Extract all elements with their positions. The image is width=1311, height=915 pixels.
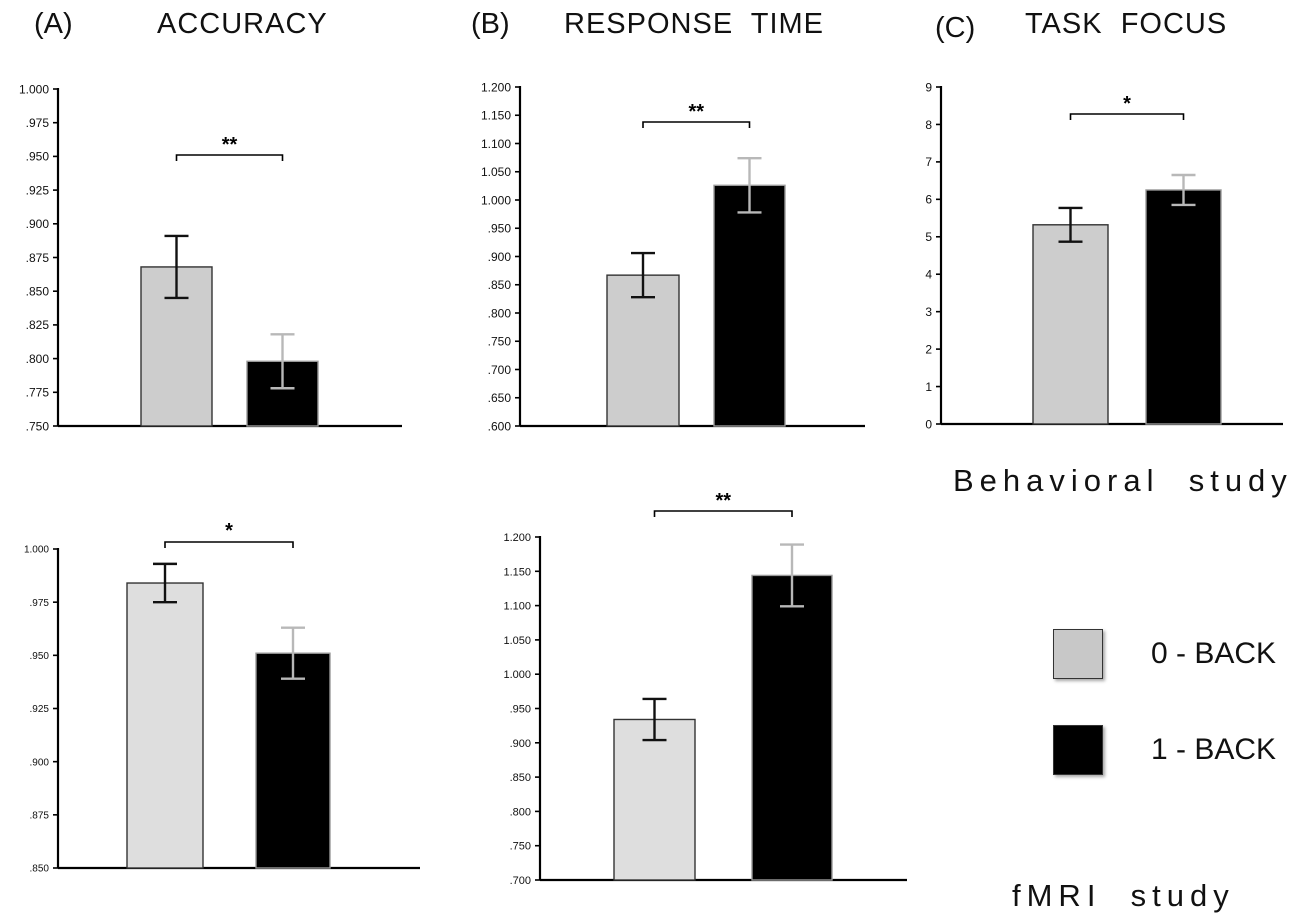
rt-fmri-significance-bracket	[653, 510, 793, 517]
panel-b-title: RESPONSE TIME	[564, 8, 825, 40]
accuracy-behavioral-y-tick-label: .900	[26, 217, 50, 231]
focus-behavioral-y-tick-label: 1	[925, 380, 932, 394]
rt-fmri-bar-0	[613, 718, 696, 881]
rt-behavioral-y-tick-label: .750	[488, 335, 512, 349]
accuracy-fmri-y-tick-label: .875	[30, 810, 50, 821]
accuracy-fmri-bar-1	[255, 652, 331, 869]
accuracy-behavioral-y-tick-label: .850	[26, 285, 50, 299]
accuracy-fmri-significance-bracket	[164, 541, 294, 548]
focus-behavioral-y-tick-label: 6	[925, 193, 932, 207]
accuracy-fmri-bar-0	[126, 582, 204, 869]
rt-behavioral-bar-1	[713, 184, 786, 427]
panel-c-letter: (C)	[935, 12, 976, 44]
rt-fmri-y-tick-label: .700	[510, 875, 531, 887]
legend-item-1-back: 1 - BACK	[1053, 725, 1303, 775]
focus-behavioral-y-tick-label: 4	[925, 268, 932, 282]
accuracy-fmri-y-tick-label: .900	[30, 757, 50, 768]
rt-behavioral-y-tick-label: .600	[488, 419, 512, 433]
legend-label-1-back: 1 - BACK	[1151, 733, 1277, 766]
rt-behavioral-y-tick-label: 1.000	[481, 193, 511, 207]
rt-behavioral-y-tick-label: 1.200	[481, 80, 511, 94]
rt-behavioral-y-tick-label: 1.100	[481, 137, 511, 151]
legend-swatch-1-back	[1053, 725, 1103, 775]
focus-behavioral-y-tick-label: 9	[925, 80, 932, 94]
focus-behavioral-bar-0	[1032, 224, 1109, 425]
accuracy-behavioral-y-tick-label: .925	[26, 183, 50, 197]
accuracy-behavioral-y-tick-label: .750	[26, 419, 50, 433]
rt-fmri-y-tick-label: .950	[510, 703, 531, 715]
accuracy-behavioral-y-tick-label: .950	[26, 150, 50, 164]
legend-swatch-0-back	[1053, 629, 1103, 679]
focus-behavioral-y-tick-label: 3	[925, 305, 932, 319]
focus-behavioral-y-tick-label: 5	[925, 230, 932, 244]
focus-behavioral-y-tick-label: 8	[925, 118, 932, 132]
rt-fmri-y-tick-label: .800	[510, 806, 531, 818]
focus-behavioral-y-tick-label: 0	[925, 417, 932, 431]
rt-fmri-y-tick-label: 1.050	[503, 635, 531, 647]
rt-behavioral-y-tick-label: .900	[488, 250, 512, 264]
rt-behavioral-y-tick-label: 1.150	[481, 109, 511, 123]
rt-fmri-bar-1	[751, 574, 833, 881]
rt-fmri-significance-label: **	[715, 490, 731, 512]
fmri-study-label: fMRI study	[1012, 878, 1235, 913]
accuracy-behavioral-y-tick-label: .775	[26, 386, 50, 400]
focus-behavioral-significance-label: *	[1123, 93, 1131, 115]
focus-behavioral-y-tick-label: 2	[925, 342, 932, 356]
rt-fmri-y-tick-label: 1.200	[503, 532, 531, 544]
accuracy-behavioral-y-tick-label: 1.000	[19, 82, 49, 96]
accuracy-behavioral-significance-bracket	[175, 154, 284, 161]
rt-fmri-y-tick-label: 1.000	[503, 669, 531, 681]
rt-fmri-y-tick-label: .900	[510, 738, 531, 750]
rt-behavioral-y-tick-label: .850	[488, 278, 512, 292]
accuracy-fmri-y-tick-label: .850	[30, 864, 50, 875]
rt-fmri-y-tick-label: 1.100	[503, 601, 531, 613]
accuracy-behavioral-significance-label: **	[222, 134, 238, 156]
rt-behavioral-y-tick-label: .700	[488, 363, 512, 377]
panel-a-title: ACCURACY	[157, 8, 328, 40]
accuracy-behavioral-y-tick-label: .875	[26, 251, 50, 265]
focus-behavioral-bar-1	[1145, 189, 1222, 425]
rt-behavioral-y-tick-label: .800	[488, 306, 512, 320]
accuracy-fmri-y-tick-label: .950	[30, 651, 50, 662]
rt-behavioral-y-tick-label: .650	[488, 391, 512, 405]
rt-fmri-y-tick-label: .850	[510, 772, 531, 784]
accuracy-behavioral-y-tick-label: .825	[26, 318, 50, 332]
panel-c-title: TASK FOCUS	[1025, 8, 1228, 40]
rt-behavioral-y-tick-label: 1.050	[481, 165, 511, 179]
rt-behavioral-bar-0	[606, 274, 680, 427]
accuracy-fmri-y-tick-label: .975	[30, 598, 50, 609]
focus-behavioral-significance-bracket	[1069, 113, 1185, 120]
rt-fmri-y-tick-label: 1.150	[503, 566, 531, 578]
rt-behavioral-significance-label: **	[688, 101, 704, 123]
panel-b-letter: (B)	[471, 8, 510, 40]
rt-behavioral-y-tick-label: .950	[488, 222, 512, 236]
focus-behavioral-y-tick-label: 7	[925, 155, 932, 169]
accuracy-fmri-y-tick-label: 1.000	[24, 545, 49, 556]
rt-fmri-y-tick-label: .750	[510, 841, 531, 853]
behavioral-study-label: Behavioral study	[953, 463, 1293, 498]
legend-label-0-back: 0 - BACK	[1151, 637, 1277, 670]
rt-behavioral-significance-bracket	[642, 121, 751, 128]
accuracy-fmri-y-tick-label: .925	[30, 704, 50, 715]
accuracy-behavioral-y-tick-label: .975	[26, 116, 50, 130]
legend-item-0-back: 0 - BACK	[1053, 629, 1303, 679]
panel-a-letter: (A)	[34, 8, 73, 40]
accuracy-fmri-significance-label: *	[225, 520, 233, 542]
accuracy-behavioral-y-tick-label: .800	[26, 352, 50, 366]
